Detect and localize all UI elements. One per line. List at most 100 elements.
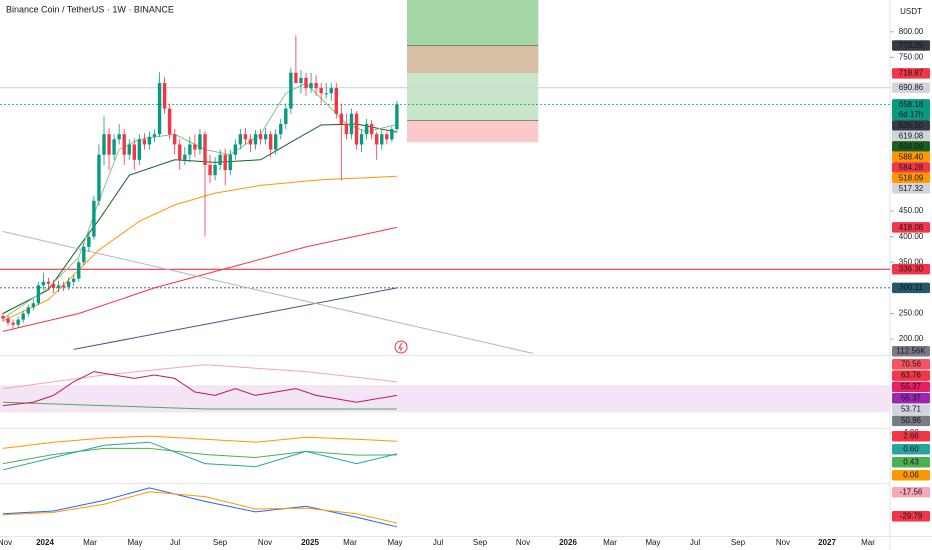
x-tick-label: Nov (516, 538, 530, 547)
position-zone (407, 120, 539, 143)
indicator-badge (892, 393, 930, 404)
price-badge (892, 151, 930, 163)
x-tick-label: Sep (473, 538, 488, 547)
alert-icon[interactable] (394, 340, 408, 354)
candle-body (258, 134, 263, 140)
price-badge-label: 300.11 (899, 283, 923, 292)
candle-body (268, 134, 273, 150)
price-badge (892, 82, 930, 93)
price-badge (892, 130, 930, 142)
y-tick-label: 350.00 (899, 257, 924, 266)
candle-body (117, 134, 121, 140)
candle-body (178, 144, 182, 160)
candle-body (152, 134, 157, 137)
indicator-badge (892, 457, 930, 468)
candle-body (385, 134, 389, 140)
panel-band (0, 385, 890, 413)
x-tick-label: Mar (603, 538, 617, 547)
price-badge-label: 604.09 (899, 142, 924, 151)
candle-body (122, 134, 126, 155)
x-tick-label: Sep (731, 538, 746, 547)
candle-body (188, 144, 192, 155)
x-tick-label: Nov (258, 538, 272, 547)
indicator-line (2, 441, 398, 471)
indicator-line (2, 401, 397, 410)
indicator-badge-label: 50.96 (901, 416, 922, 425)
indicator-badge (892, 370, 930, 381)
indicator-badge-label: 55.37 (901, 393, 922, 402)
y-tick-label: 400.00 (899, 232, 924, 241)
price-badge-label: 418.08 (899, 223, 924, 232)
x-tick-label: Mar (83, 538, 97, 547)
candle-body (248, 139, 253, 145)
x-tick-label: Jul (433, 538, 443, 547)
candle-body (162, 82, 167, 109)
price-badge (892, 162, 930, 173)
candle-body (364, 123, 369, 135)
candle-body (395, 104, 399, 130)
indicator-badge-label: 0.06 (903, 470, 919, 479)
indicator-badge (892, 404, 930, 415)
candle-body (82, 246, 86, 263)
x-tick-label: May (127, 538, 142, 547)
candle-body (142, 139, 147, 145)
x-tick-label: Nov (0, 538, 12, 547)
price-badge-label: 588.40 (899, 152, 924, 161)
overlay-line (73, 287, 397, 350)
candle-body (223, 154, 227, 171)
price-badge (892, 141, 930, 152)
candle-body (66, 281, 71, 287)
price-badge-label: 690.86 (899, 83, 924, 92)
price-badge-label: 718.87 (899, 69, 924, 78)
y-tick-label: 450.00 (899, 206, 924, 215)
candle-body (157, 82, 162, 135)
x-tick-label: Mar (861, 538, 875, 547)
y-tick-label: 750.00 (899, 52, 924, 61)
price-badge (892, 120, 930, 131)
indicator-badge-label: 53.71 (901, 405, 922, 414)
candle-body (309, 82, 313, 89)
indicator-badge-label: 55.37 (901, 382, 922, 391)
candle-body (359, 134, 364, 145)
candle-body (218, 154, 222, 165)
x-tick-label: 2026 (559, 538, 577, 547)
price-badge-label: 517.32 (899, 184, 924, 193)
candle-body (344, 123, 349, 135)
position-zone (407, 0, 539, 46)
price-badge-label: 584.28 (899, 163, 924, 172)
x-tick-label: May (387, 538, 402, 547)
candle-body (183, 154, 187, 160)
x-tick-label: 2025 (301, 538, 319, 547)
y-tick-label: 250.00 (899, 309, 924, 318)
candle-body (31, 303, 35, 308)
candle-body (324, 93, 328, 95)
indicator-badge (892, 359, 930, 370)
candle-body (132, 144, 136, 160)
candle-body (319, 88, 323, 94)
candle-body (233, 144, 237, 155)
position-zone (407, 45, 539, 74)
indicator-badge (892, 444, 930, 455)
indicator-badge (892, 381, 930, 393)
candle-body (349, 113, 354, 135)
candle-body (167, 108, 172, 135)
chart-title: Binance Coin / TetherUS · 1W · BINANCE (6, 4, 174, 14)
candle-body (112, 139, 116, 155)
candle-body (127, 144, 131, 155)
indicator-badge-label: 0.43 (903, 457, 919, 466)
candle-body (198, 134, 202, 150)
x-tick-label: 2024 (36, 538, 54, 547)
candle-body (87, 236, 91, 247)
candle-body (173, 134, 177, 145)
price-badge-label: 619.08 (899, 131, 924, 140)
overlay-line (2, 123, 397, 314)
volume-badge (892, 346, 930, 357)
price-badge (892, 282, 930, 294)
candle-body (208, 164, 212, 176)
price-badge (892, 40, 930, 51)
candle-body (375, 134, 379, 145)
candle-body (51, 283, 56, 288)
price-badge-label: 518.09 (899, 173, 924, 182)
indicator-badge (892, 511, 930, 522)
